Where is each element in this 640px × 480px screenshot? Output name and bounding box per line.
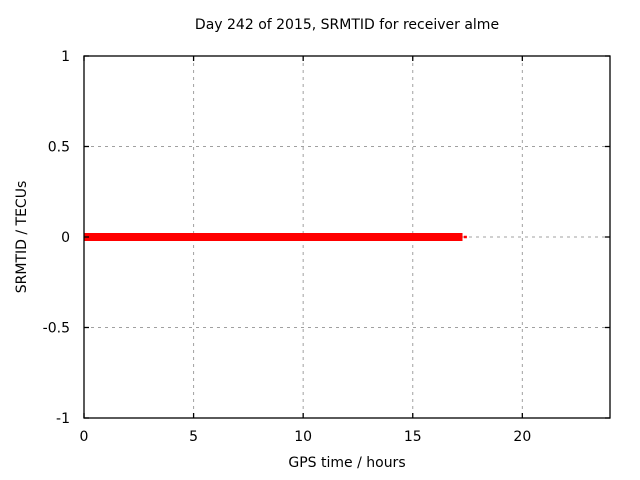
x-tick-label: 15 (404, 429, 422, 445)
y-tick-label: -1 (56, 411, 70, 427)
x-tick-label: 10 (294, 429, 312, 445)
chart-title: Day 242 of 2015, SRMTID for receiver alm… (194, 17, 500, 33)
x-axis-label: GPS time / hours (288, 455, 406, 471)
y-tick-label: -0.5 (43, 321, 70, 337)
x-tick-label: 5 (189, 429, 198, 445)
y-tick-label: 1 (61, 49, 70, 65)
x-tick-label: 20 (513, 429, 531, 445)
y-tick-label: 0 (61, 230, 70, 246)
x-tick-label: 0 (80, 429, 89, 445)
y-tick-label: 0.5 (48, 140, 70, 156)
